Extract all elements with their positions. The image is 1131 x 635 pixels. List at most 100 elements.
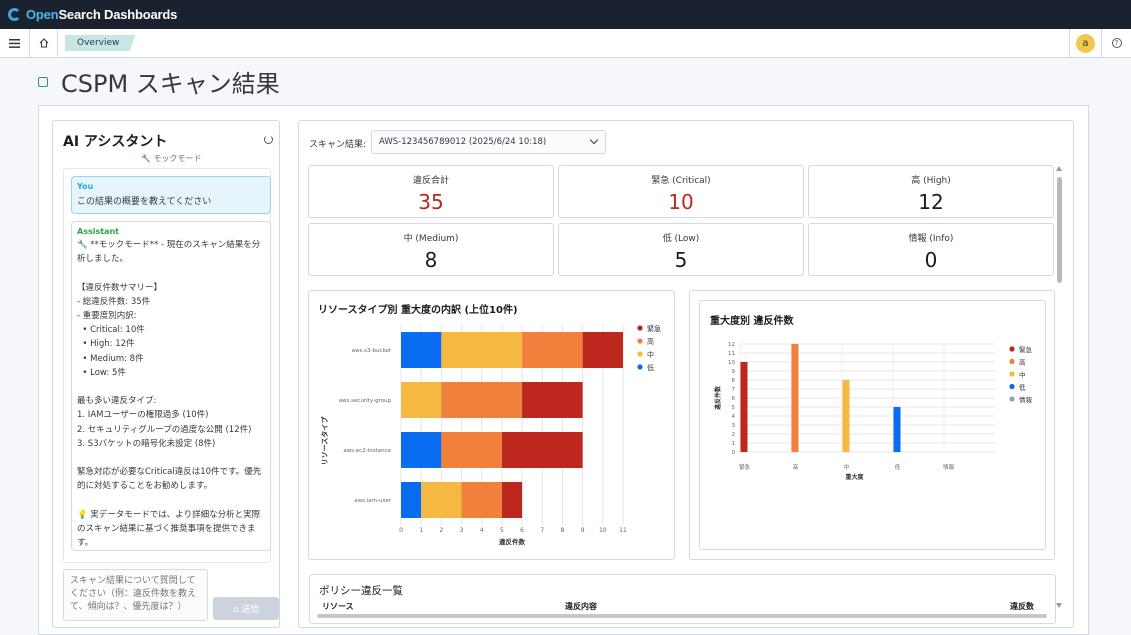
user-role-label: You [77,182,94,191]
stat-value: 35 [418,190,444,214]
bar-segment [441,332,523,368]
bar [740,362,748,452]
bar-segment [401,432,442,468]
x-tick-label: 1 [419,527,423,534]
x-tick-label: 9 [581,527,585,534]
stat-card-critical: 緊急 (Critical) 10 [558,165,804,218]
user-menu-button[interactable]: a [1069,29,1101,57]
legend-label: 高 [647,337,654,346]
opensearch-logo-icon[interactable] [8,8,21,21]
category-label: aws.security-group [339,398,392,404]
stat-label: 低 (Low) [662,234,700,244]
x-tick-label: 11 [619,527,627,534]
question-input[interactable] [63,569,208,621]
bar-segment [401,332,442,368]
legend-swatch [637,364,643,370]
ai-assistant-panel: AI アシスタント 🔧 モックモード You この結果の概要を教えてください A… [52,120,280,628]
horizontal-scrollbar[interactable] [309,613,1056,619]
bar-segment [441,432,502,468]
stat-label: 高 (High) [911,176,951,186]
bar-segment [461,482,502,518]
y-tick-label: 6 [732,396,736,402]
chevron-down-icon [589,135,599,145]
x-tick-label: 情報 [943,463,955,471]
refresh-icon[interactable] [264,135,273,144]
stat-value: 10 [668,190,694,214]
chart-title: 重大度別 違反件数 [710,316,794,327]
x-tick-label: 6 [520,527,524,534]
x-tick-label: 高 [793,463,799,471]
assistant-message-text: 🔧 **モックモード** - 現在のスキャン結果を分析しました。 【違反件数サマ… [77,240,262,549]
bar-segment [501,432,583,468]
bar [842,380,850,452]
stat-label: 違反合計 [412,176,449,186]
help-button[interactable]: ? [1101,29,1131,57]
stat-value: 5 [674,248,688,272]
hamburger-icon [9,38,20,48]
stat-value: 8 [424,248,438,272]
legend-label: 中 [647,350,654,359]
x-tick-label: 4 [480,527,484,534]
scroll-down-arrow[interactable] [1056,603,1062,608]
bar-segment [401,382,442,418]
y-axis-label: 違反件数 [714,385,722,410]
y-tick-label: 5 [732,405,736,411]
app-icon [38,76,48,87]
y-tick-label: 1 [732,441,736,447]
menu-button[interactable] [0,29,30,57]
legend-label: 高 [1019,358,1026,367]
x-axis-label: 違反件数 [499,537,526,546]
bar-segment [522,332,583,368]
stat-value: 0 [924,248,938,272]
x-axis-label: 重大度 [845,473,864,481]
mock-mode-badge: 🔧 モックモード [141,154,202,163]
legend-swatch [1009,383,1015,390]
legend-label: 情報 [1019,395,1033,404]
chat-history[interactable]: You この結果の概要を教えてください Assistant 🔧 **モックモード… [63,168,271,563]
x-tick-label: 0 [399,527,403,534]
y-tick-label: 2 [732,432,736,438]
user-message-text: この結果の概要を教えてください [77,197,212,207]
vertical-scrollbar[interactable] [1057,177,1062,283]
x-tick-label: 5 [500,527,504,534]
legend-label: 中 [1019,370,1026,379]
legend-swatch [1009,371,1015,377]
legend-swatch [1009,346,1015,352]
column-header-violation[interactable]: 違反内容 [565,602,597,611]
stat-card-medium: 中 (Medium) 8 [308,223,554,276]
stat-label: 中 (Medium) [403,234,459,244]
scan-result-select[interactable]: AWS-123456789012 (2025/6/24 10:18) [371,130,606,154]
stat-card-low: 低 (Low) 5 [558,223,804,276]
severity-chart-card: 重大度別 違反件数 0 1 2 3 4 5 6 7 8 9 10 11 12 緊急高中低情報 重大度 違反件数… [699,300,1046,550]
stat-label: 緊急 (Critical) [651,176,711,186]
scrollbar-thumb[interactable] [317,614,1047,618]
assistant-title: AI アシスタント [63,134,168,150]
legend-label: 緊急 [1019,345,1033,354]
x-tick-label: 7 [540,527,544,534]
legend-swatch [637,351,643,357]
column-header-count[interactable]: 違反数 [1010,602,1034,611]
page-header: CSPM スキャン結果 [38,64,280,99]
brand-name[interactable]: OpenSearch Dashboards [26,7,178,22]
legend-swatch [1009,396,1015,402]
legend-label: 緊急 [647,324,661,333]
home-icon [39,38,48,48]
y-tick-label: 8 [732,378,736,384]
y-tick-label: 12 [728,342,735,348]
scroll-up-arrow[interactable] [1056,166,1062,171]
legend-label: 低 [647,363,654,372]
bar-segment [582,332,623,368]
breadcrumb-overview[interactable]: Overview [65,35,136,51]
y-axis-label: リソースタイプ [320,416,329,466]
x-tick-label: 緊急 [739,463,751,471]
x-tick-label: 中 [844,463,850,471]
nav-bar: Overview a ? [0,29,1131,58]
home-button[interactable] [30,29,58,57]
send-button[interactable]: ⌂ 送信 [213,597,279,620]
y-tick-label: 4 [732,414,736,420]
column-header-resource[interactable]: リソース [322,602,354,611]
stat-card-info: 情報 (Info) 0 [808,223,1054,276]
legend-swatch [1009,358,1015,365]
severity-chart-outer: 重大度別 違反件数 0 1 2 3 4 5 6 7 8 9 10 11 12 緊急高中低情報 重大度 違反件数… [689,290,1055,560]
x-tick-label: 3 [460,527,464,534]
